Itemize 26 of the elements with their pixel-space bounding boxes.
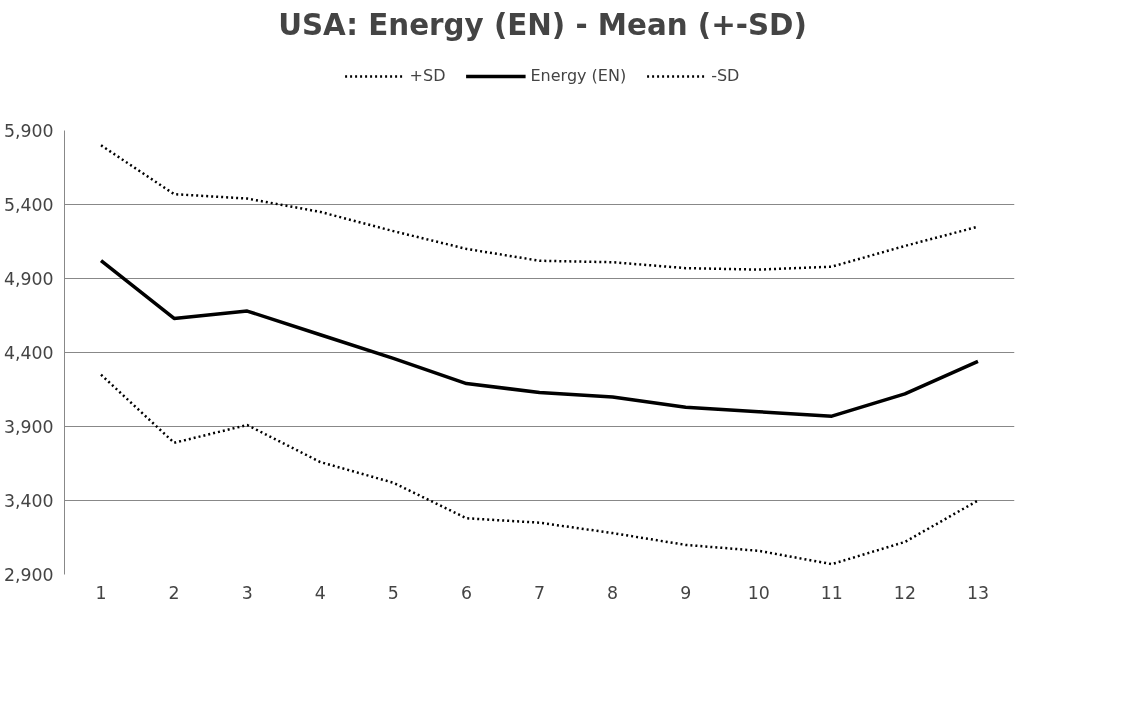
y-tick-label: 5,900	[3, 121, 54, 141]
y-tick-label: 3,900	[3, 417, 54, 437]
legend-label: +SD	[409, 66, 446, 85]
y-tick-label: 5,400	[3, 195, 54, 215]
y-tick-label: 2,900	[3, 565, 54, 585]
x-tick-label: 8	[607, 582, 619, 603]
line-series	[99, 258, 980, 418]
x-tick-label: 7	[533, 582, 546, 603]
y-tick-label: 4,900	[3, 269, 54, 289]
x-tick-label: 4	[314, 582, 326, 603]
x-tick-label: 6	[460, 582, 472, 603]
x-tick-label: 3	[241, 582, 253, 603]
x-tick-label: 12	[893, 582, 916, 603]
x-tick-label: 10	[747, 582, 770, 603]
x-tick-label: 2	[168, 582, 180, 603]
line-series	[99, 373, 980, 566]
y-tick-label: 4,400	[3, 343, 54, 363]
chart-title: USA: Energy (EN) - Mean (+-SD)	[278, 7, 807, 42]
legend-label: Energy (EN)	[530, 66, 627, 85]
x-tick-label: 11	[820, 582, 843, 603]
x-tick-label: 5	[387, 582, 399, 603]
legend-label: -SD	[711, 66, 740, 85]
y-tick-label: 3,400	[3, 491, 54, 511]
x-tick-label: 9	[680, 582, 692, 603]
x-tick-label: 1	[95, 582, 107, 603]
x-tick-label: 13	[966, 582, 989, 603]
